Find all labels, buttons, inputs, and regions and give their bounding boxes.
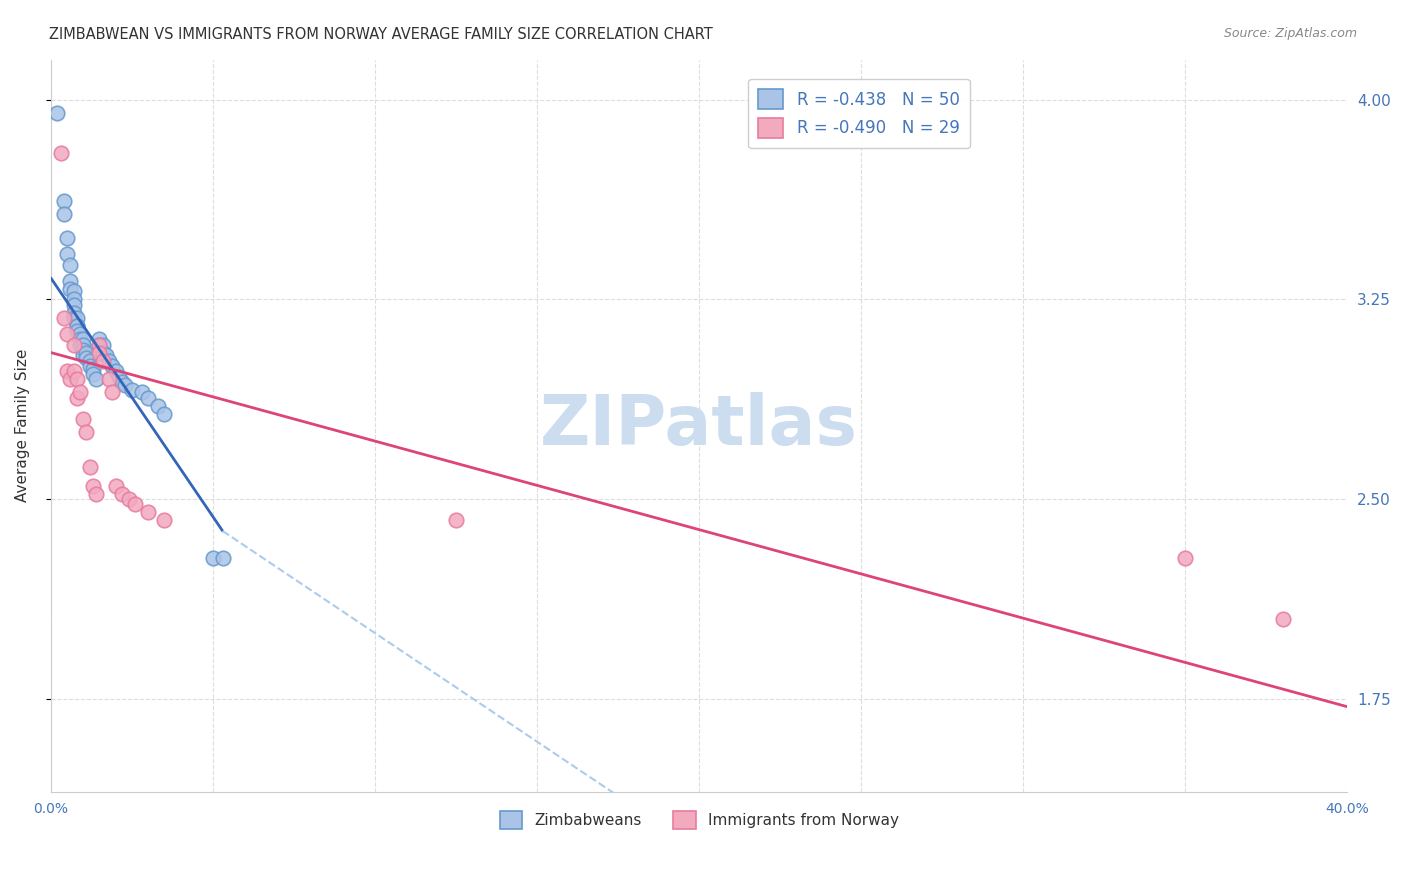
Point <box>82 479 104 493</box>
Point <box>111 375 134 389</box>
Point <box>101 359 124 373</box>
Point <box>89 345 111 359</box>
Point <box>444 513 467 527</box>
Point <box>84 372 107 386</box>
Point <box>62 310 84 325</box>
Point <box>72 337 94 351</box>
Point <box>111 486 134 500</box>
Text: Source: ZipAtlas.com: Source: ZipAtlas.com <box>1223 27 1357 40</box>
Point <box>117 491 139 506</box>
Point <box>56 326 79 341</box>
Point <box>94 348 117 362</box>
Point <box>76 345 98 359</box>
Point <box>82 361 104 376</box>
Y-axis label: Average Family Size: Average Family Size <box>15 349 30 502</box>
Point <box>59 258 82 272</box>
Point <box>91 345 114 359</box>
Point <box>101 385 124 400</box>
Point <box>59 372 82 386</box>
Point <box>201 550 224 565</box>
Point <box>1271 612 1294 626</box>
Point <box>76 351 98 365</box>
Point <box>69 326 91 341</box>
Point <box>153 407 176 421</box>
Point <box>49 145 72 160</box>
Point <box>66 372 89 386</box>
Point <box>211 550 233 565</box>
Point <box>69 337 91 351</box>
Point <box>62 305 84 319</box>
Point <box>153 513 176 527</box>
Point <box>59 274 82 288</box>
Point <box>136 391 159 405</box>
Point <box>59 282 82 296</box>
Point <box>89 337 111 351</box>
Point <box>62 297 84 311</box>
Point <box>79 353 101 368</box>
Point <box>62 285 84 299</box>
Point <box>72 332 94 346</box>
Point <box>72 412 94 426</box>
Point <box>72 348 94 362</box>
Point <box>91 337 114 351</box>
Point <box>124 497 146 511</box>
Point <box>56 231 79 245</box>
Point <box>52 207 75 221</box>
Point <box>56 247 79 261</box>
Point <box>62 293 84 307</box>
Point <box>114 377 136 392</box>
Point <box>56 364 79 378</box>
Point <box>89 337 111 351</box>
Legend: Zimbabweans, Immigrants from Norway: Zimbabweans, Immigrants from Norway <box>494 805 905 836</box>
Point <box>69 332 91 346</box>
Point <box>84 486 107 500</box>
Point <box>98 353 121 368</box>
Point <box>89 332 111 346</box>
Point <box>66 324 89 338</box>
Point <box>79 460 101 475</box>
Point <box>146 399 169 413</box>
Point <box>108 369 131 384</box>
Point <box>62 337 84 351</box>
Point <box>98 372 121 386</box>
Point <box>76 425 98 440</box>
Point <box>46 106 69 120</box>
Point <box>52 194 75 208</box>
Point <box>66 310 89 325</box>
Point <box>89 343 111 357</box>
Point <box>52 310 75 325</box>
Point <box>62 364 84 378</box>
Point <box>1174 550 1197 565</box>
Point <box>104 364 127 378</box>
Point <box>91 353 114 368</box>
Point <box>72 343 94 357</box>
Point <box>66 318 89 333</box>
Point <box>131 385 153 400</box>
Point <box>136 505 159 519</box>
Point <box>79 359 101 373</box>
Text: ZIMBABWEAN VS IMMIGRANTS FROM NORWAY AVERAGE FAMILY SIZE CORRELATION CHART: ZIMBABWEAN VS IMMIGRANTS FROM NORWAY AVE… <box>49 27 713 42</box>
Point <box>66 318 89 333</box>
Point <box>66 391 89 405</box>
Point <box>82 367 104 381</box>
Point <box>104 479 127 493</box>
Point <box>121 383 143 397</box>
Point <box>69 385 91 400</box>
Text: ZIPatlas: ZIPatlas <box>540 392 858 459</box>
